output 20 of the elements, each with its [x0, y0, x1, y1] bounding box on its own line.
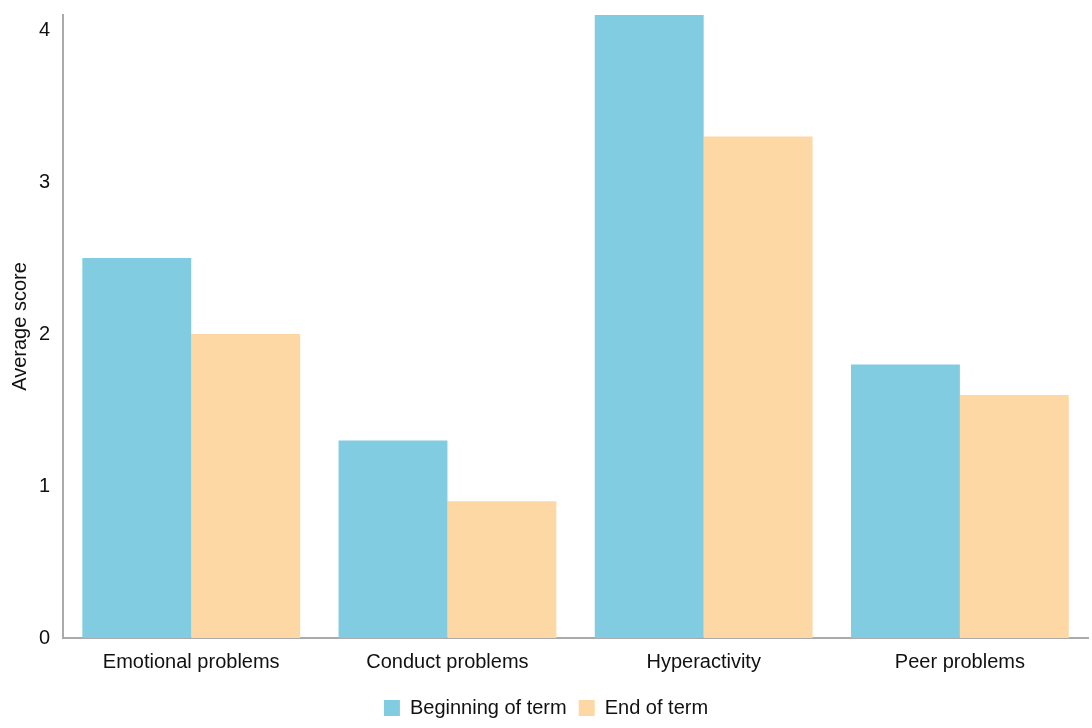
bar [447, 501, 557, 638]
bar [703, 136, 813, 638]
y-tick-label: 2 [39, 321, 51, 344]
x-tick-label: Emotional problems [102, 649, 280, 672]
legend-label: End of term [604, 695, 709, 718]
x-tick-label: Hyperactivity [646, 649, 761, 672]
y-tick-label: 1 [39, 473, 51, 496]
y-tick-label: 4 [39, 17, 51, 40]
bar [594, 15, 704, 638]
bar [851, 364, 960, 638]
x-tick-label: Peer problems [894, 649, 1025, 672]
y-tick-label: 3 [39, 169, 51, 192]
bar [82, 258, 192, 638]
y-tick-label: 0 [39, 625, 51, 648]
bar [191, 334, 301, 638]
y-axis-title: Average score [7, 262, 30, 391]
legend-label: Beginning of term [409, 695, 567, 718]
x-tick-label: Conduct problems [366, 649, 529, 672]
bar [959, 394, 1069, 638]
bar [338, 440, 448, 638]
